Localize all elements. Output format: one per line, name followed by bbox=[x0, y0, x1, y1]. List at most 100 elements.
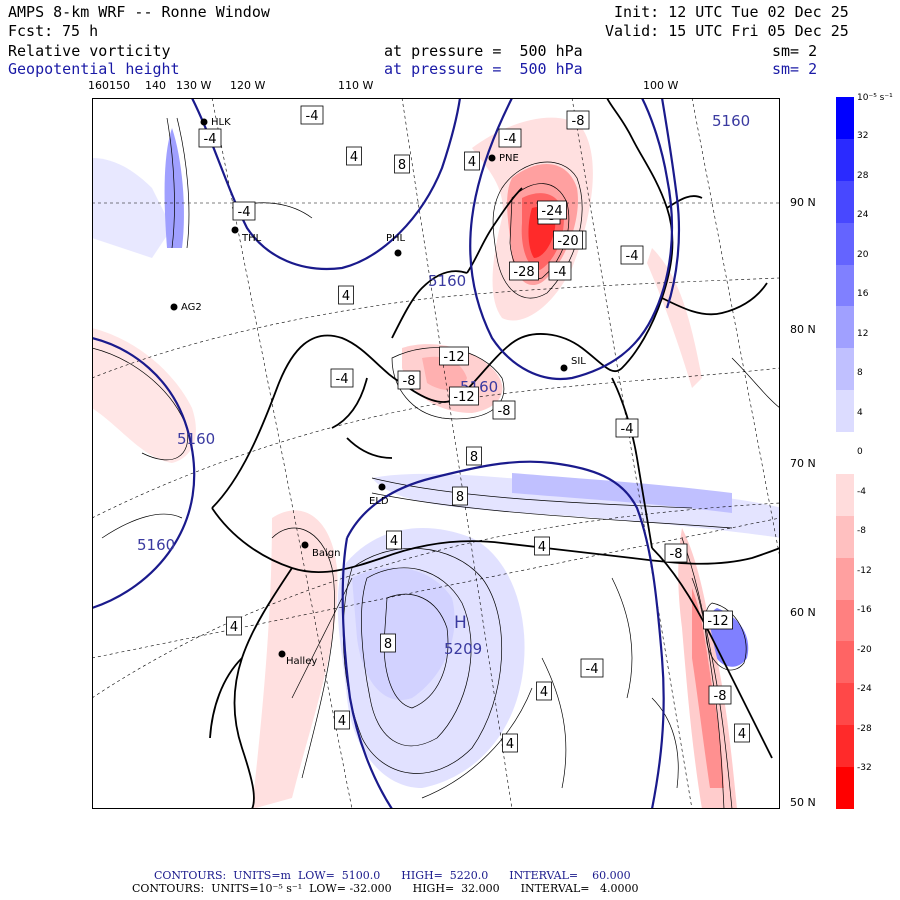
vorticity-label: 8 bbox=[452, 486, 468, 506]
colorbar-swatch bbox=[836, 432, 854, 474]
height-label: 5160 bbox=[177, 430, 215, 448]
vorticity-label-text: 4 bbox=[468, 155, 476, 170]
vorticity-label-text: -4 bbox=[626, 249, 639, 264]
colorbar-label: 16 bbox=[857, 289, 869, 299]
vorticity-labels: -4 -4 -4 4 8 4 4 -4 -8 -8 -24 -20 -28 -4 -12 -8 8 8 4 4 -4 -8… bbox=[198, 105, 750, 753]
station-label: Baign bbox=[312, 548, 340, 559]
colorbar-swatch bbox=[836, 599, 854, 642]
vorticity-label-text: -4 bbox=[586, 662, 599, 677]
vorticity-label-text: 4 bbox=[230, 620, 238, 635]
vorticity-label: 8 bbox=[394, 154, 410, 174]
vorticity-label: 4 bbox=[734, 723, 750, 743]
vorticity-label-text: -8 bbox=[714, 689, 727, 704]
station-label: SIL bbox=[571, 356, 586, 367]
vorticity-label-text: -12 bbox=[443, 350, 464, 365]
vorticity-map: 5160 5160 5160 5160 5160 H 5209 HLK PNE … bbox=[92, 98, 780, 809]
field2-name: Geopotential height bbox=[8, 60, 180, 78]
lon-label: 110 W bbox=[338, 79, 374, 92]
vorticity-label-text: -24 bbox=[541, 204, 562, 219]
colorbar-swatch bbox=[836, 138, 854, 181]
station-label: HLK bbox=[211, 117, 231, 128]
vorticity-label: -8 bbox=[664, 543, 688, 563]
colorbar-swatch bbox=[836, 725, 854, 768]
vorticity-label-text: -4 bbox=[336, 372, 349, 387]
vorticity-label: 8 bbox=[466, 446, 482, 466]
colorbar-label: -4 bbox=[857, 486, 866, 497]
vorticity-label-text: 4 bbox=[540, 685, 548, 700]
lat-label: 80 N bbox=[790, 323, 816, 336]
vorticity-label: -4 bbox=[620, 245, 644, 265]
vorticity-label-text: -4 bbox=[554, 265, 567, 280]
vorticity-label: 4 bbox=[338, 285, 354, 305]
vorticity-label: -8 bbox=[708, 685, 732, 705]
vorticity-label: 4 bbox=[464, 151, 480, 171]
vorticity-label-text: 4 bbox=[390, 534, 398, 549]
vorticity-label: 4 bbox=[346, 146, 362, 166]
lon-label: 120 W bbox=[230, 79, 266, 92]
vorticity-label-text: 4 bbox=[506, 737, 514, 752]
lat-label: 90 N bbox=[790, 196, 816, 209]
vorticity-label-text: 4 bbox=[538, 540, 546, 555]
stations: HLK PNE THL PHL AG2 SIL ELD Baign Halley bbox=[170, 117, 586, 667]
vorticity-label: -4 bbox=[615, 418, 639, 438]
colorbar-label: 32 bbox=[857, 131, 869, 141]
colorbar-label: -12 bbox=[857, 565, 872, 576]
vorticity-label-text: 8 bbox=[384, 637, 392, 652]
station-label: AG2 bbox=[181, 302, 202, 313]
colorbar-swatch bbox=[836, 390, 854, 433]
vorticity-label: -20 bbox=[553, 230, 583, 250]
colorbar-swatch bbox=[836, 348, 854, 391]
colorbar-swatch bbox=[836, 306, 854, 349]
vorticity-contour-info: CONTOURS: UNITS=10⁻⁵ s⁻¹ LOW= -32.000 HI… bbox=[132, 882, 639, 895]
vorticity-label: 4 bbox=[536, 681, 552, 701]
colorbar-label: -20 bbox=[857, 644, 872, 655]
vorticity-label: -28 bbox=[509, 261, 539, 281]
colorbar-swatch bbox=[836, 222, 854, 265]
colorbar-label: -28 bbox=[857, 723, 872, 734]
field1-smoothing: sm= 2 bbox=[772, 42, 818, 60]
vorticity-label: -4 bbox=[198, 128, 222, 148]
vorticity-label-text: -8 bbox=[403, 374, 416, 389]
vorticity-label-text: -4 bbox=[306, 109, 319, 124]
vorticity-label-text: -4 bbox=[204, 132, 217, 147]
lon-label: 100 W bbox=[643, 79, 679, 92]
height-label: 5160 bbox=[428, 272, 466, 290]
vorticity-label: -8 bbox=[397, 370, 421, 390]
valid-time: Valid: 15 UTC Fri 05 Dec 25 bbox=[605, 22, 849, 40]
forecast-label: Fcst: bbox=[8, 22, 54, 40]
vorticity-label: -12 bbox=[703, 610, 733, 630]
height-contours bbox=[92, 98, 681, 809]
vorticity-label-text: -12 bbox=[707, 614, 728, 629]
lon-label: 140 bbox=[145, 79, 166, 92]
colorbar-label: 0 bbox=[857, 447, 863, 457]
vorticity-label: -4 bbox=[330, 368, 354, 388]
vorticity-label-text: 8 bbox=[470, 450, 478, 465]
colorbar-swatch bbox=[836, 515, 854, 558]
height-contour-labels: 5160 5160 5160 5160 5160 bbox=[137, 112, 750, 554]
vorticity-label-text: -4 bbox=[621, 422, 634, 437]
colorbar-label: -16 bbox=[857, 605, 872, 615]
colorbar-swatch bbox=[836, 641, 854, 684]
vorticity-label-text: -8 bbox=[670, 547, 683, 562]
vorticity-label: -4 bbox=[548, 261, 572, 281]
vorticity-label: -4 bbox=[498, 128, 522, 148]
field2-smoothing: sm= 2 bbox=[772, 60, 818, 78]
colorbar-swatch bbox=[836, 683, 854, 726]
vorticity-label-text: -4 bbox=[238, 205, 251, 220]
station-label: THL bbox=[241, 233, 262, 244]
vorticity-label-text: 4 bbox=[342, 289, 350, 304]
vorticity-label-text: 4 bbox=[350, 150, 358, 165]
high-value: 5209 bbox=[444, 640, 482, 658]
vorticity-label: -24 bbox=[537, 200, 567, 220]
map-title: AMPS 8-km WRF -- Ronne Window bbox=[8, 3, 270, 21]
field1-level: at pressure = 500 hPa bbox=[384, 42, 583, 60]
colorbar-units: 10⁻⁵ s⁻¹ bbox=[857, 93, 893, 103]
vorticity-label: -4 bbox=[300, 105, 324, 125]
vorticity-label-text: -28 bbox=[513, 265, 534, 280]
colorbar-swatch bbox=[836, 264, 854, 307]
coastline bbox=[209, 98, 780, 809]
height-label: 5160 bbox=[137, 536, 175, 554]
vorticity-label-text: 8 bbox=[456, 490, 464, 505]
colorbar-label: 24 bbox=[857, 210, 869, 220]
vorticity-label: -12 bbox=[439, 346, 469, 366]
